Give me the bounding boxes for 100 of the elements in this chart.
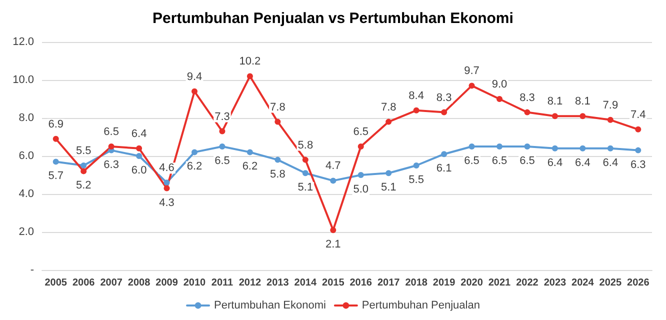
y-tick-label: 4.0	[18, 188, 34, 200]
data-label: 10.2	[239, 56, 261, 68]
point	[580, 145, 586, 152]
point	[52, 136, 59, 142]
data-label: 8.3	[520, 92, 535, 104]
data-label: 5.8	[270, 168, 286, 180]
data-label: 8.1	[547, 96, 563, 108]
data-label: 7.3	[214, 110, 230, 123]
point	[386, 170, 392, 176]
data-label: 6.5	[492, 155, 508, 167]
data-label: 8.1	[575, 96, 590, 108]
x-tick-label: 2018	[405, 278, 428, 288]
y-tick-label: 2.0	[18, 226, 34, 238]
x-tick-label: 2009	[156, 278, 178, 288]
point	[552, 145, 558, 152]
legend-label: Pertumbuhan Ekonomi	[214, 300, 326, 312]
point	[496, 96, 502, 102]
data-label: 6.3	[630, 158, 646, 171]
point	[635, 147, 642, 154]
point	[358, 144, 364, 150]
point	[219, 144, 226, 150]
point	[330, 227, 336, 234]
point	[441, 109, 448, 116]
x-tick-label: 2017	[377, 278, 400, 288]
data-label: 5.7	[48, 170, 64, 182]
x-tick-label: 2010	[183, 278, 206, 288]
x-tick-label: 2011	[211, 278, 234, 288]
point	[524, 144, 530, 150]
data-label: 8.4	[408, 90, 424, 102]
x-tick-label: 2013	[266, 278, 290, 288]
chart-title: Pertumbuhan Penjualan vs Pertumbuhan Ekonomi	[152, 10, 514, 27]
point	[468, 144, 475, 150]
data-label: 8.3	[436, 92, 452, 104]
data-label: 5.1	[380, 182, 396, 194]
data-label: 5.5	[76, 145, 92, 157]
x-tick-label: 2019	[432, 278, 456, 288]
data-label: 9.7	[464, 65, 480, 78]
data-label: 6.5	[104, 126, 119, 138]
data-label: 6.5	[520, 155, 535, 167]
x-tick-label: 2025	[599, 278, 622, 288]
x-tick-label: 2021	[488, 278, 512, 288]
point	[52, 158, 59, 165]
y-tick-label: 8.0	[18, 112, 34, 124]
point	[246, 73, 253, 80]
point	[468, 82, 475, 89]
point	[552, 113, 558, 120]
x-tick-label: 2024	[572, 278, 594, 288]
x-tick-label: 2026	[627, 278, 650, 288]
x-tick-label: 2007	[100, 278, 123, 288]
point	[246, 149, 253, 156]
data-label: 9.0	[492, 78, 508, 90]
data-label: 5.1	[298, 182, 314, 194]
data-label: 6.1	[436, 162, 452, 175]
point	[274, 156, 281, 163]
point	[386, 118, 392, 125]
data-label: 7.9	[602, 99, 618, 112]
point	[164, 180, 170, 186]
data-label: 7.8	[270, 101, 286, 114]
x-tick-label: 2008	[128, 278, 151, 288]
point	[524, 109, 530, 116]
data-label: 2.1	[325, 238, 341, 251]
legend-label: Pertumbuhan Penjualan	[362, 300, 480, 312]
x-tick-label: 2015	[322, 278, 345, 288]
x-tick-label: 2022	[516, 278, 539, 288]
point	[136, 153, 142, 159]
data-label: 7.8	[380, 101, 396, 114]
point	[441, 151, 448, 158]
data-label: 5.0	[353, 184, 369, 196]
x-tick-label: 2023	[544, 278, 567, 288]
y-tick-label: 12.0	[12, 36, 34, 48]
data-label: 6.2	[242, 160, 258, 173]
data-label: 5.2	[76, 180, 92, 192]
data-label: 6.9	[48, 118, 64, 130]
y-tick-label: -	[30, 264, 34, 276]
x-tick-label: 2016	[350, 278, 372, 288]
point	[136, 145, 142, 152]
data-label: 7.4	[630, 108, 646, 121]
x-tick-label: 2005	[44, 278, 68, 288]
point	[635, 126, 642, 132]
x-tick-label: 2014	[294, 278, 317, 288]
data-label: 6.4	[547, 156, 563, 169]
point	[496, 144, 502, 150]
data-label: 6.4	[602, 156, 618, 169]
point	[80, 162, 87, 168]
data-label: 6.3	[104, 158, 119, 171]
data-label: 6.4	[575, 156, 590, 169]
point	[607, 116, 614, 123]
point	[358, 172, 364, 178]
data-label: 9.4	[186, 70, 202, 83]
data-label: 5.8	[298, 139, 314, 152]
x-tick-label: 2006	[72, 278, 96, 288]
point	[274, 118, 281, 125]
point	[413, 107, 420, 114]
point	[164, 185, 170, 192]
y-tick-label: 6.0	[18, 150, 34, 162]
data-label: 6.0	[131, 164, 147, 176]
y-tick-label: 10.0	[12, 74, 34, 86]
data-label: 4.7	[325, 160, 341, 172]
data-label: 6.5	[353, 126, 369, 138]
point	[413, 162, 420, 168]
